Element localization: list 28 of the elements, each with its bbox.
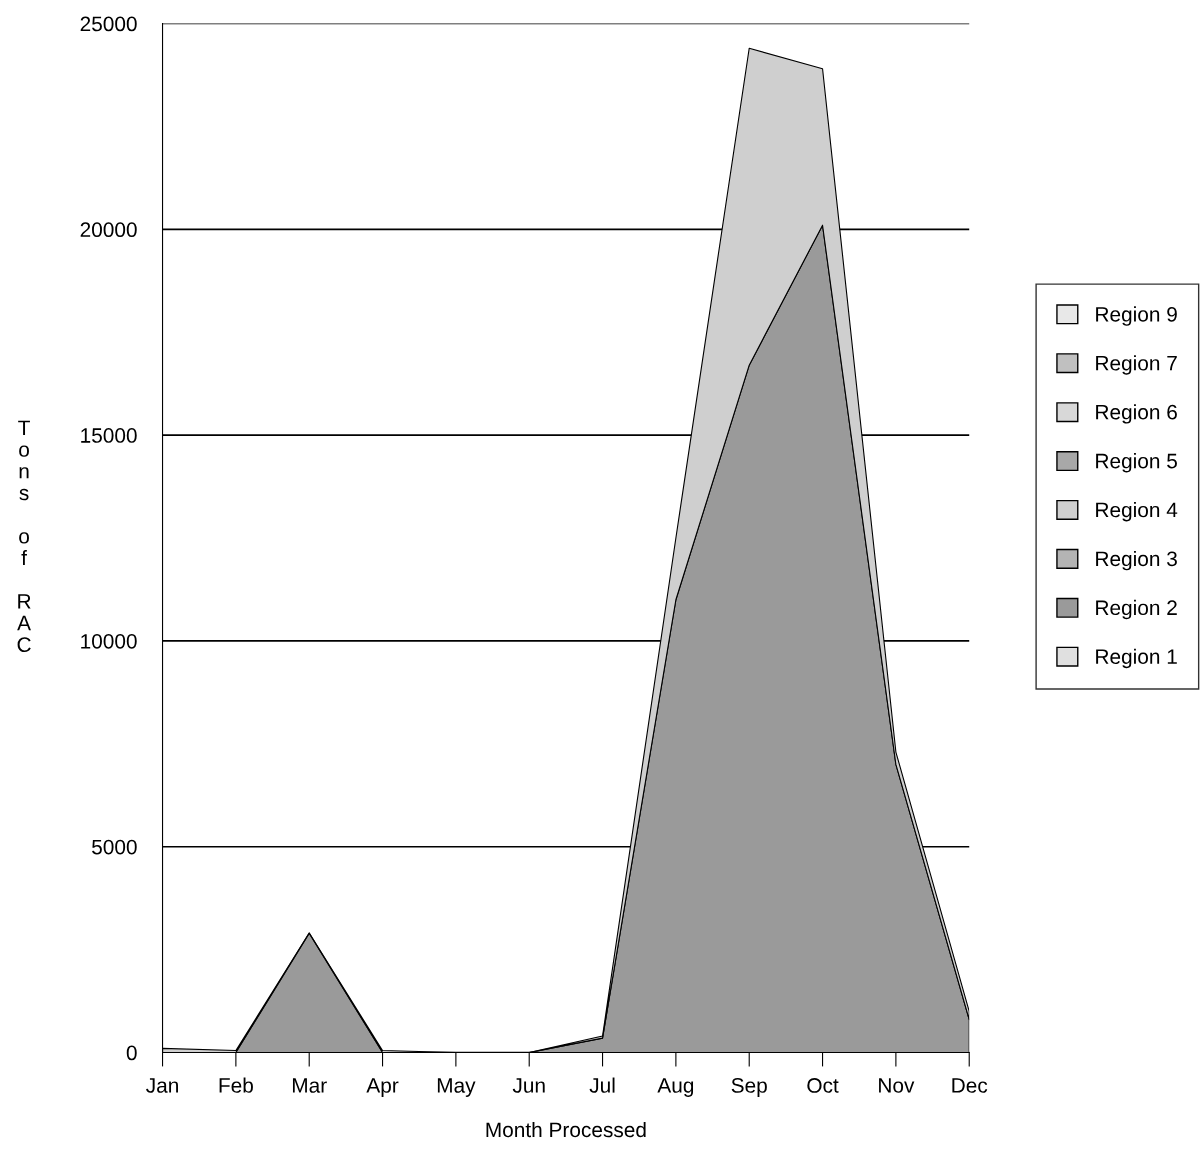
- x-tick-label: Jun: [512, 1078, 545, 1093]
- x-tick-label: Oct: [807, 1078, 839, 1093]
- y-tick-label: 5000: [92, 839, 137, 855]
- legend-label: Region 9: [1096, 306, 1177, 326]
- y-tick-label: 10000: [81, 633, 137, 649]
- legend-label: Region 4: [1096, 501, 1178, 522]
- x-tick-label: May: [437, 1078, 476, 1097]
- x-tick-label: Sep: [731, 1078, 767, 1097]
- x-tick-label: Dec: [952, 1078, 988, 1093]
- y-tick-label: 0: [126, 1045, 137, 1061]
- x-tick-label: Aug: [657, 1078, 694, 1097]
- y-tick-label: 25000: [80, 16, 137, 32]
- x-tick-label: Mar: [292, 1078, 327, 1093]
- legend-label: Region 7: [1096, 355, 1177, 375]
- x-tick-label: Feb: [219, 1077, 253, 1093]
- legend-label: Region 5: [1096, 453, 1177, 473]
- legend-label: Region 3: [1096, 550, 1177, 571]
- x-axis-title: Month Processed: [486, 1121, 646, 1138]
- text: Tons of RAC: [17, 420, 31, 653]
- legend-label: Region 2: [1096, 599, 1177, 620]
- legend-label: Region 6: [1096, 404, 1177, 424]
- x-tick-label: Jul: [589, 1077, 615, 1093]
- y-tick-label: 15000: [81, 428, 137, 443]
- x-tick-label: Nov: [879, 1078, 915, 1093]
- legend-label: Region 1: [1096, 648, 1177, 669]
- y-tick-label: 20000: [80, 222, 137, 238]
- x-tick-label: Apr: [366, 1078, 399, 1097]
- x-tick-label: Jan: [146, 1078, 178, 1093]
